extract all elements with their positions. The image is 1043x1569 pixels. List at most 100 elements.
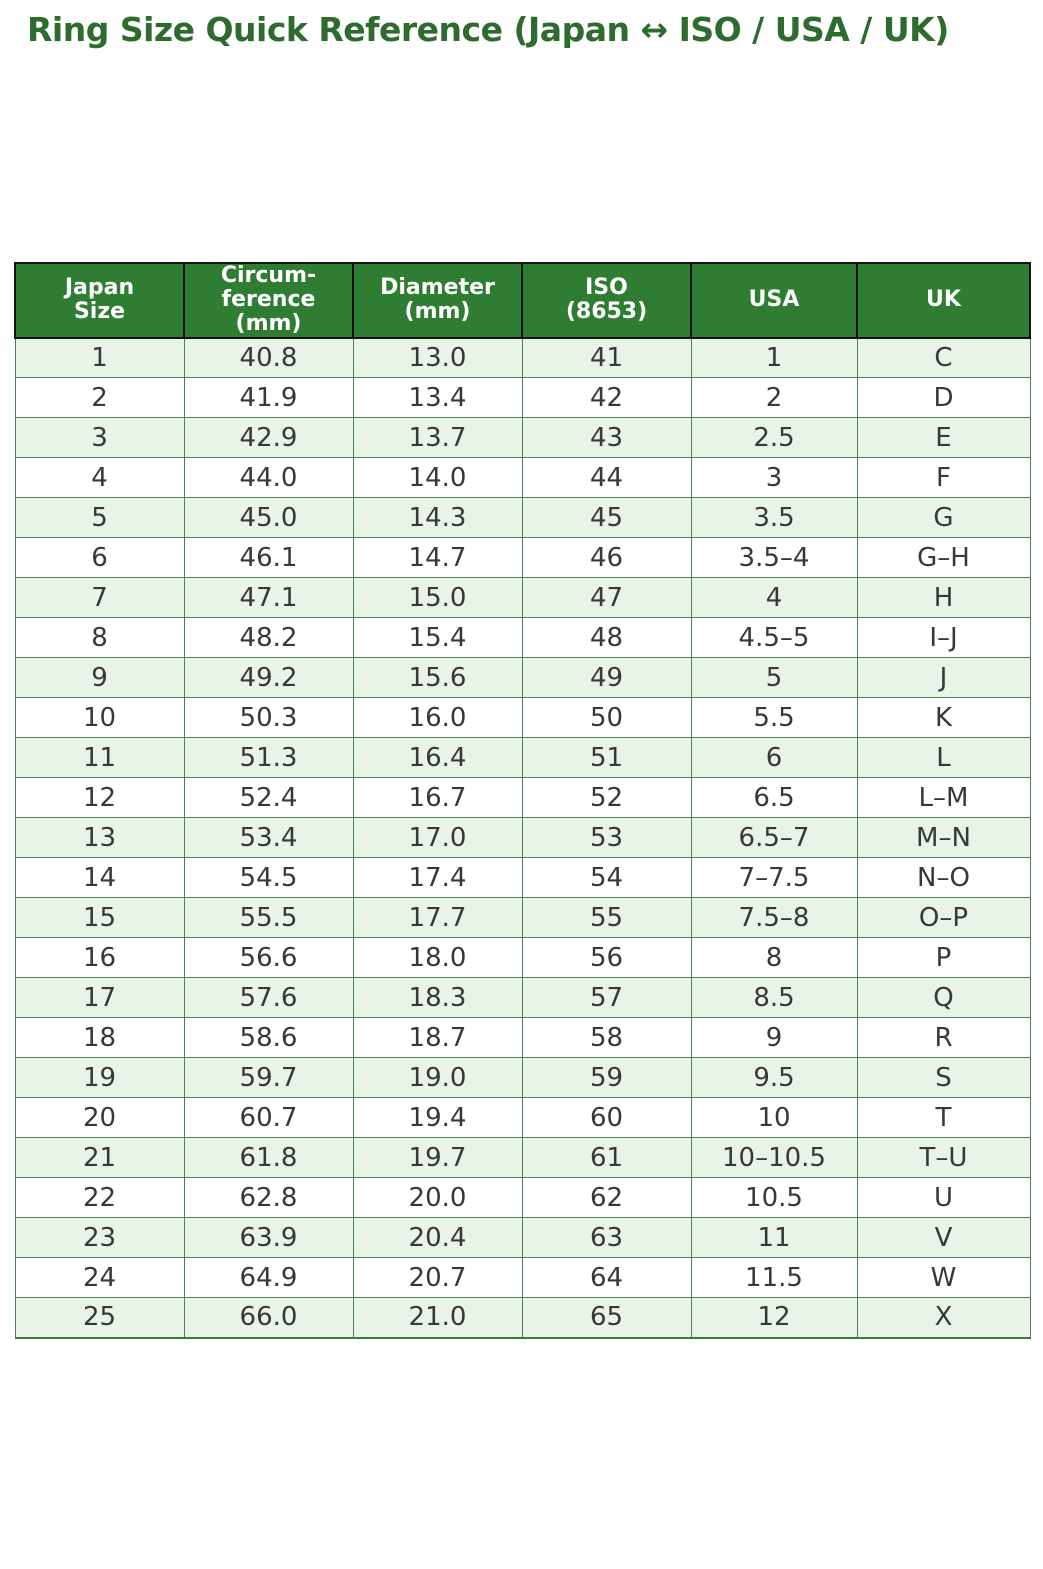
table-row: 4 44.0 14.0 44 3 F (14, 457, 1031, 499)
table-row: 25 66.0 21.0 65 12 X (14, 1297, 1031, 1339)
cell-circumference: 52.4 (183, 777, 354, 819)
cell-usa: 2 (690, 377, 858, 419)
cell-japan_size: 3 (14, 417, 185, 459)
column-header-iso: ISO (8653) (521, 262, 692, 339)
cell-diameter: 18.3 (352, 977, 523, 1019)
table-row: 22 62.8 20.0 62 10.5 U (14, 1177, 1031, 1219)
cell-japan_size: 5 (14, 497, 185, 539)
cell-diameter: 15.0 (352, 577, 523, 619)
cell-iso: 63 (521, 1217, 692, 1259)
cell-circumference: 58.6 (183, 1017, 354, 1059)
column-header-diameter: Diameter (mm) (352, 262, 523, 339)
cell-iso: 58 (521, 1017, 692, 1059)
cell-circumference: 40.8 (183, 337, 354, 379)
cell-uk: Q (856, 977, 1031, 1019)
cell-usa: 4 (690, 577, 858, 619)
cell-japan_size: 6 (14, 537, 185, 579)
cell-circumference: 41.9 (183, 377, 354, 419)
table-row: 17 57.6 18.3 57 8.5 Q (14, 977, 1031, 1019)
cell-usa: 11.5 (690, 1257, 858, 1299)
cell-iso: 41 (521, 337, 692, 379)
cell-uk: P (856, 937, 1031, 979)
cell-usa: 4.5–5 (690, 617, 858, 659)
cell-japan_size: 10 (14, 697, 185, 739)
cell-uk: R (856, 1017, 1031, 1059)
cell-diameter: 14.3 (352, 497, 523, 539)
cell-uk: D (856, 377, 1031, 419)
cell-uk: J (856, 657, 1031, 699)
cell-circumference: 59.7 (183, 1057, 354, 1099)
cell-iso: 47 (521, 577, 692, 619)
table-row: 19 59.7 19.0 59 9.5 S (14, 1057, 1031, 1099)
cell-circumference: 46.1 (183, 537, 354, 579)
cell-iso: 60 (521, 1097, 692, 1139)
table-row: 23 63.9 20.4 63 11 V (14, 1217, 1031, 1259)
cell-circumference: 49.2 (183, 657, 354, 699)
cell-iso: 44 (521, 457, 692, 499)
cell-usa: 8 (690, 937, 858, 979)
table-row: 5 45.0 14.3 45 3.5 G (14, 497, 1031, 539)
cell-diameter: 18.7 (352, 1017, 523, 1059)
cell-iso: 53 (521, 817, 692, 859)
cell-circumference: 56.6 (183, 937, 354, 979)
cell-japan_size: 20 (14, 1097, 185, 1139)
cell-diameter: 20.4 (352, 1217, 523, 1259)
cell-usa: 2.5 (690, 417, 858, 459)
column-header-usa: USA (690, 262, 858, 339)
cell-usa: 3 (690, 457, 858, 499)
cell-circumference: 45.0 (183, 497, 354, 539)
header-row: Japan Size Circum- ference (mm) Diameter (… (14, 262, 1031, 339)
table-row: 15 55.5 17.7 55 7.5–8 O–P (14, 897, 1031, 939)
cell-diameter: 16.7 (352, 777, 523, 819)
table-row: 20 60.7 19.4 60 10 T (14, 1097, 1031, 1139)
cell-japan_size: 19 (14, 1057, 185, 1099)
cell-iso: 55 (521, 897, 692, 939)
table-row: 21 61.8 19.7 61 10–10.5 T–U (14, 1137, 1031, 1179)
cell-usa: 6.5 (690, 777, 858, 819)
ring-size-table: Japan Size Circum- ference (mm) Diameter (… (14, 262, 1031, 1339)
cell-usa: 6 (690, 737, 858, 779)
cell-usa: 10.5 (690, 1177, 858, 1219)
cell-japan_size: 13 (14, 817, 185, 859)
cell-iso: 65 (521, 1297, 692, 1339)
cell-uk: H (856, 577, 1031, 619)
cell-japan_size: 24 (14, 1257, 185, 1299)
cell-uk: F (856, 457, 1031, 499)
cell-usa: 10 (690, 1097, 858, 1139)
cell-iso: 43 (521, 417, 692, 459)
cell-uk: L (856, 737, 1031, 779)
cell-japan_size: 14 (14, 857, 185, 899)
table-row: 1 40.8 13.0 41 1 C (14, 337, 1031, 379)
cell-uk: T (856, 1097, 1031, 1139)
column-header-uk: UK (856, 262, 1031, 339)
cell-japan_size: 25 (14, 1297, 185, 1339)
cell-uk: S (856, 1057, 1031, 1099)
cell-diameter: 17.7 (352, 897, 523, 939)
cell-japan_size: 1 (14, 337, 185, 379)
cell-circumference: 66.0 (183, 1297, 354, 1339)
cell-usa: 9.5 (690, 1057, 858, 1099)
cell-diameter: 13.4 (352, 377, 523, 419)
cell-japan_size: 2 (14, 377, 185, 419)
cell-iso: 52 (521, 777, 692, 819)
cell-usa: 5 (690, 657, 858, 699)
cell-iso: 46 (521, 537, 692, 579)
table-row: 10 50.3 16.0 50 5.5 K (14, 697, 1031, 739)
cell-diameter: 13.7 (352, 417, 523, 459)
cell-uk: M–N (856, 817, 1031, 859)
cell-circumference: 54.5 (183, 857, 354, 899)
table-row: 7 47.1 15.0 47 4 H (14, 577, 1031, 619)
cell-diameter: 16.4 (352, 737, 523, 779)
cell-uk: K (856, 697, 1031, 739)
table-header: Japan Size Circum- ference (mm) Diameter (… (14, 262, 1031, 339)
cell-circumference: 50.3 (183, 697, 354, 739)
cell-iso: 57 (521, 977, 692, 1019)
cell-circumference: 57.6 (183, 977, 354, 1019)
cell-diameter: 19.4 (352, 1097, 523, 1139)
table-body: 1 40.8 13.0 41 1 C 2 41.9 13.4 42 2 D 3 42.9 13.7 43 2.5… (14, 337, 1031, 1339)
cell-japan_size: 11 (14, 737, 185, 779)
table-row: 12 52.4 16.7 52 6.5 L–M (14, 777, 1031, 819)
cell-japan_size: 7 (14, 577, 185, 619)
cell-japan_size: 23 (14, 1217, 185, 1259)
